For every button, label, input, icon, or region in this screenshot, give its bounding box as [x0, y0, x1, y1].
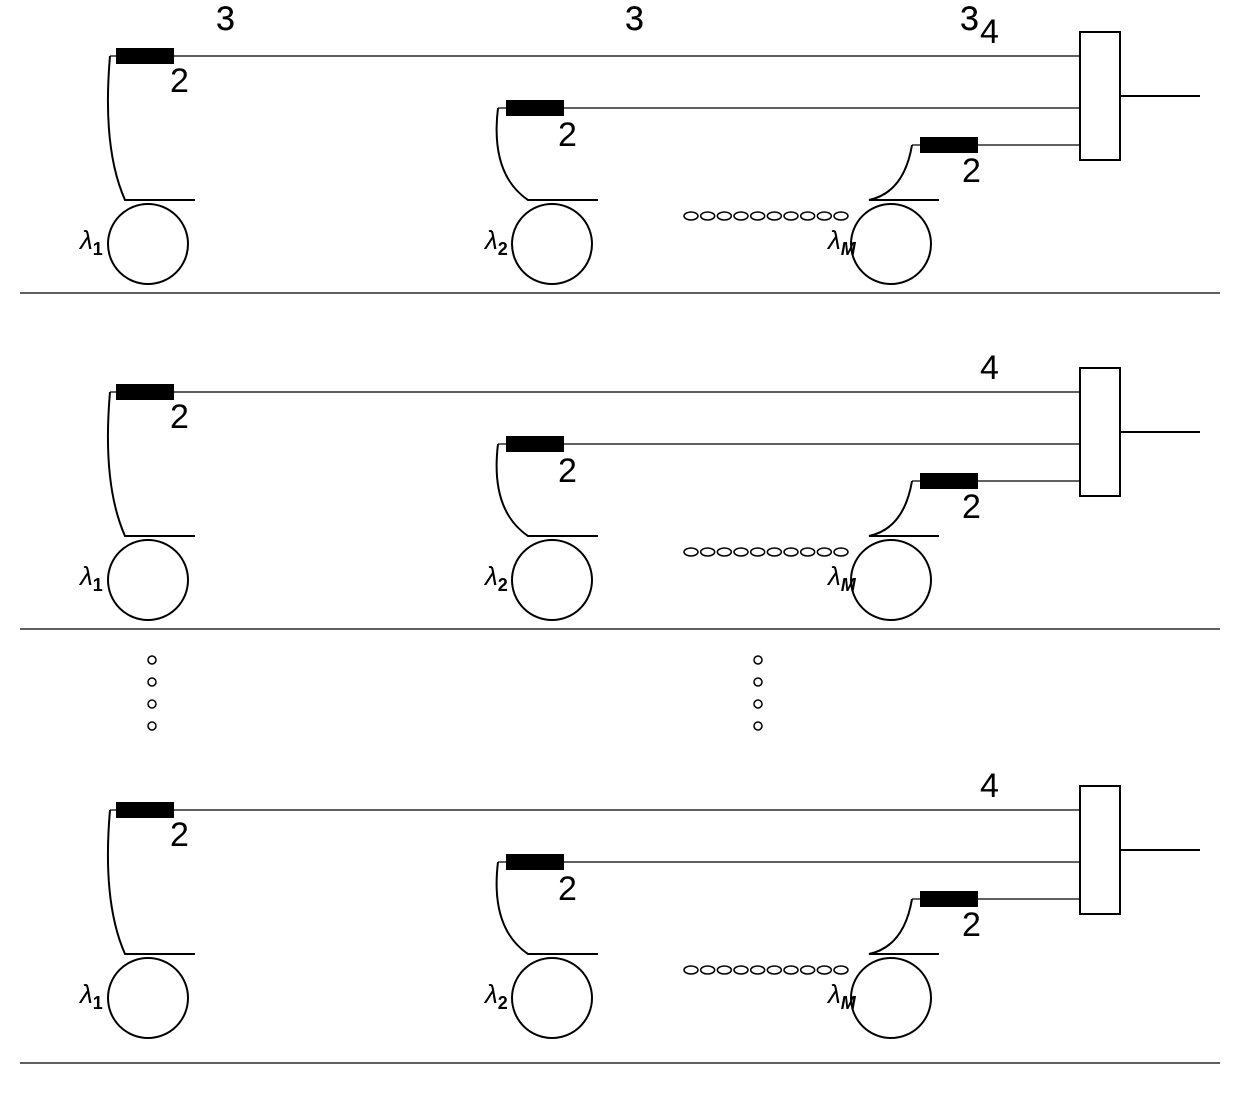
lambda-1: λ1: [80, 225, 103, 260]
lambda-1: λ1: [80, 561, 103, 596]
label-2: 2: [558, 116, 577, 155]
label-2: 2: [558, 870, 577, 909]
label-2: 2: [962, 488, 981, 527]
label-2: 2: [170, 398, 189, 437]
label-2: 2: [170, 62, 189, 101]
diagram-svg: [0, 0, 1240, 1120]
lambda-1: λ1: [80, 979, 103, 1014]
label-2: 2: [170, 816, 189, 855]
lambda-M: λM: [828, 979, 856, 1014]
label-3: 3: [960, 0, 979, 39]
lambda-M: λM: [828, 225, 856, 260]
lambda-2: λ2: [485, 561, 508, 596]
lambda-2: λ2: [485, 225, 508, 260]
label-4: 4: [980, 767, 999, 806]
label-4: 4: [980, 13, 999, 52]
diagram-canvas: 4222333λ1λ2λM4222333λ1λ2λM4222333λ1λ2λM: [0, 0, 1240, 1120]
label-2: 2: [962, 152, 981, 191]
lambda-2: λ2: [485, 979, 508, 1014]
label-4: 4: [980, 349, 999, 388]
label-2: 2: [558, 452, 577, 491]
lambda-M: λM: [828, 561, 856, 596]
label-3: 3: [216, 0, 235, 39]
label-2: 2: [962, 906, 981, 945]
label-3: 3: [625, 0, 644, 39]
